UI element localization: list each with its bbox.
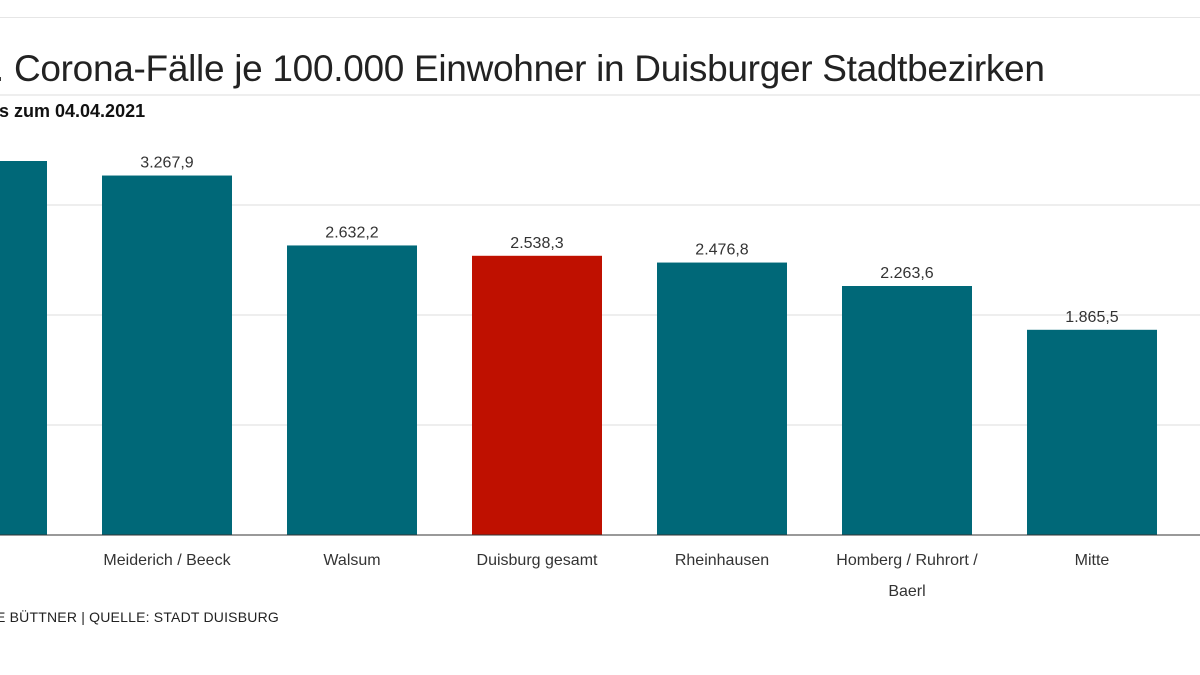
category-label: Homberg / Ruhrort / <box>836 552 978 569</box>
category-label: Meiderich / Beeck <box>103 552 231 569</box>
source-credit: E BÜTTNER | QUELLE: STADT DUISBURG <box>0 609 279 625</box>
data-label: 2.263,6 <box>880 265 933 282</box>
category-label: Duisburg gesamt <box>477 552 599 569</box>
data-label: 1.865,5 <box>1065 309 1118 326</box>
data-label: 2.632,2 <box>325 224 378 241</box>
bar <box>102 175 232 535</box>
category-label: Baerl <box>888 583 925 600</box>
top-divider <box>0 17 1200 18</box>
bar <box>842 286 972 535</box>
bar <box>657 262 787 535</box>
category-label: Walsum <box>323 552 380 569</box>
bar <box>472 255 602 536</box>
category-label: Mitte <box>1075 552 1110 569</box>
category-label: Rheinhausen <box>675 552 769 569</box>
bar <box>287 245 417 535</box>
data-label: 3.267,9 <box>140 155 193 172</box>
data-label: 2.538,3 <box>510 235 563 252</box>
bar <box>0 161 47 535</box>
chart-subtitle: is zum 04.04.2021 <box>0 101 146 121</box>
bar <box>1027 329 1157 535</box>
data-label: 2.476,8 <box>695 242 748 259</box>
chart-title: . Corona-Fälle je 100.000 Einwohner in D… <box>0 48 1045 89</box>
